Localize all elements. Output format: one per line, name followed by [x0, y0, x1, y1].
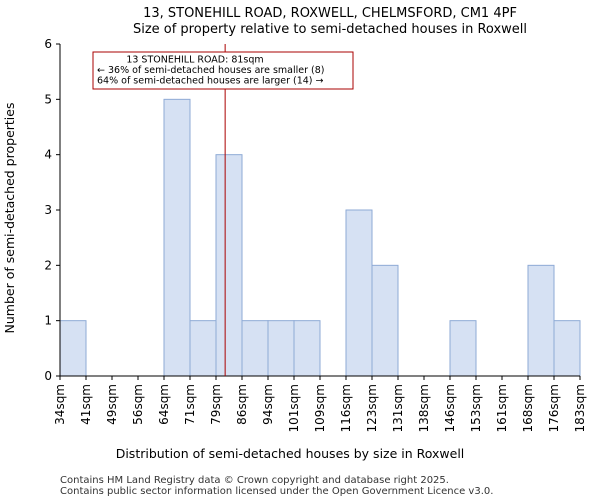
bar	[527, 264, 555, 377]
chart-subtitle: Size of property relative to semi-detach…	[133, 22, 527, 37]
x-tick-label: 131sqm	[391, 384, 405, 432]
x-tick-label: 161sqm	[495, 384, 509, 432]
x-tick-label: 183sqm	[573, 384, 587, 432]
x-tick-label: 153sqm	[469, 384, 483, 432]
x-tick-label: 56sqm	[131, 384, 145, 425]
bar	[215, 154, 243, 377]
x-axis-label: Distribution of semi-detached houses by …	[116, 446, 465, 461]
x-tick-label: 176sqm	[547, 384, 561, 432]
x-tick-label: 79sqm	[209, 384, 223, 425]
bar	[267, 320, 295, 377]
y-axis-label: Number of semi-detached properties	[2, 103, 17, 334]
x-tick-label: 146sqm	[443, 384, 457, 432]
bar	[241, 320, 269, 377]
annotation-line: 13 STONEHILL ROAD: 81sqm	[126, 55, 263, 66]
annotation-box	[92, 51, 354, 90]
x-tick-label: 168sqm	[521, 384, 535, 432]
y-tick-label: 4	[44, 148, 52, 162]
plot-area: 0 1 2 3 4 5 6 34sqm 41sqm 49sqm 56sqm 64sqm 71sqm 79s…	[44, 37, 587, 432]
y-tick-label: 2	[44, 258, 52, 272]
footer-line-2: Contains public sector information licen…	[60, 486, 493, 497]
y-tick-label: 3	[44, 203, 52, 217]
bar	[59, 320, 87, 377]
x-tick-label: 41sqm	[79, 384, 93, 425]
x-tick-label: 123sqm	[365, 384, 379, 432]
bar	[371, 264, 399, 377]
bar	[163, 98, 191, 377]
x-tick-label: 138sqm	[417, 384, 431, 432]
footer-line-1: Contains HM Land Registry data © Crown c…	[60, 475, 449, 486]
x-tick-label: 101sqm	[287, 384, 301, 432]
x-tick-label: 71sqm	[183, 384, 197, 425]
bar	[189, 320, 217, 377]
x-tick-label: 116sqm	[339, 384, 353, 432]
y-tick-label: 0	[44, 369, 52, 383]
bar	[449, 320, 477, 377]
x-tick-label: 64sqm	[157, 384, 171, 425]
x-tick-label: 49sqm	[105, 384, 119, 425]
bar	[553, 320, 581, 377]
chart-title: 13, STONEHILL ROAD, ROXWELL, CHELMSFORD,…	[143, 6, 517, 21]
bar	[293, 320, 321, 377]
bar	[345, 209, 373, 377]
annotation-line: ← 36% of semi-detached houses are smalle…	[97, 65, 325, 76]
x-tick-label: 86sqm	[235, 384, 249, 425]
x-tick-label: 94sqm	[261, 384, 275, 425]
y-tick-label: 6	[44, 37, 52, 51]
x-tick-label: 109sqm	[313, 384, 327, 432]
y-tick-label: 1	[44, 314, 52, 328]
y-tick-label: 5	[44, 92, 52, 106]
x-tick-label: 34sqm	[53, 384, 67, 425]
annotation-line: 64% of semi-detached houses are larger (…	[97, 76, 324, 87]
